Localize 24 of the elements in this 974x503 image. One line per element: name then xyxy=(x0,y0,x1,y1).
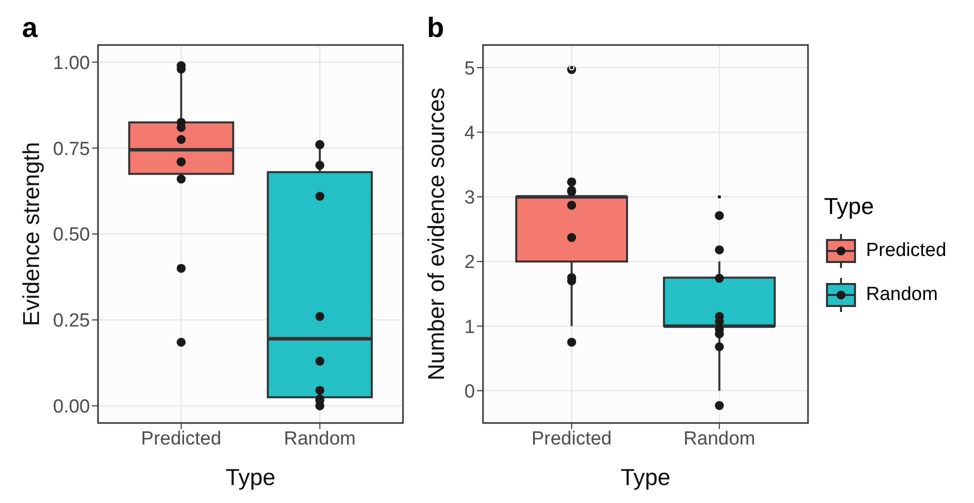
x-tick-label: Random xyxy=(683,428,756,450)
legend-label: Random xyxy=(866,284,938,306)
y-axis-title: Number of evidence sources xyxy=(423,88,450,380)
y-axis-title: Evidence strength xyxy=(18,142,44,326)
y-tick-label: 2 xyxy=(464,252,475,274)
y-tick-label: 4 xyxy=(464,122,476,144)
legend-title: Type xyxy=(824,193,875,220)
y-tick-label: 1 xyxy=(464,316,475,338)
x-axis-title: Type xyxy=(226,464,276,490)
legend-label: Predicted xyxy=(866,240,946,262)
y-tick-label: 5 xyxy=(464,58,475,80)
y-tick-label: 0.00 xyxy=(53,396,90,418)
y-tick-label: 3 xyxy=(464,188,475,209)
x-tick-label: Random xyxy=(284,428,356,450)
x-axis-title: Type xyxy=(620,464,670,490)
y-tick-label: 1.00 xyxy=(53,52,90,74)
x-tick-label: Predicted xyxy=(141,428,222,450)
y-tick-label: 0.50 xyxy=(53,224,90,246)
y-tick-label: 0 xyxy=(464,381,475,402)
y-tick-label: 0.75 xyxy=(53,138,90,160)
chart-title: a xyxy=(22,12,38,44)
chart-title: b xyxy=(427,12,444,44)
y-tick-label: 0.25 xyxy=(53,310,90,332)
x-tick-label: Predicted xyxy=(531,428,612,450)
